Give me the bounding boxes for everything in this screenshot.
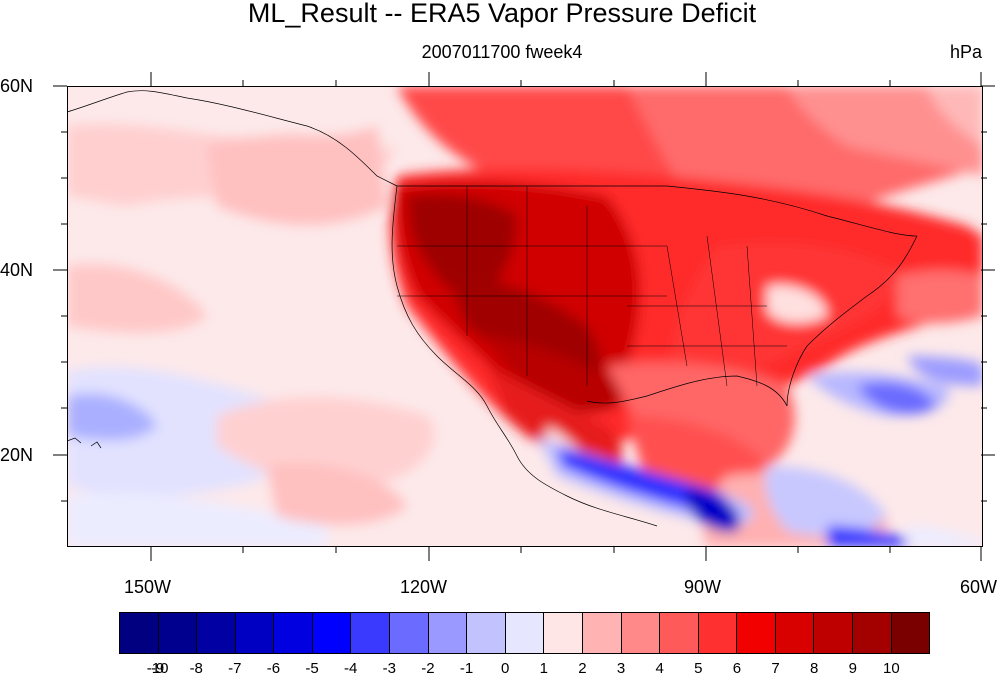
colorbar-box	[274, 613, 313, 653]
colorbar-label: 5	[694, 660, 703, 677]
colorbar-label: 2	[578, 660, 587, 677]
lon-label-60w: 60W	[960, 577, 998, 597]
colorbar-box	[235, 613, 275, 653]
colorbar-label: -6	[266, 660, 281, 677]
colorbar-box	[544, 613, 583, 653]
colorbar-box	[737, 613, 776, 653]
colorbar-box	[390, 613, 429, 653]
colorbar-box	[660, 613, 699, 653]
colorbar-box	[158, 613, 198, 653]
colorbar-label: -8	[189, 660, 203, 677]
colorbar-label: 8	[809, 660, 819, 677]
plot-title: ML_Result -- ERA5 Vapor Pressure Deficit	[247, 0, 757, 28]
coastline-outlines	[67, 90, 918, 527]
lon-label-150w: 150W	[124, 577, 172, 597]
units-label: hPa	[949, 42, 982, 62]
colorbar-box	[312, 613, 352, 653]
colorbar	[119, 612, 930, 654]
colorbar-box	[698, 613, 738, 653]
colorbar-box	[814, 613, 853, 653]
colorbar-label: 7	[771, 660, 780, 677]
map-field	[67, 86, 983, 547]
colorbar-label: -7	[228, 660, 242, 677]
lat-label-20n: 20N	[0, 445, 34, 465]
colorbar-label: -1	[459, 660, 474, 677]
colorbar-box	[891, 613, 930, 653]
colorbar-label: 6	[732, 660, 742, 677]
colorbar-label: 1	[539, 660, 548, 677]
colorbar-label: 9	[848, 660, 857, 677]
colorbar-label: -2	[421, 660, 435, 677]
lon-label-90w: 90W	[684, 577, 722, 597]
colorbar-label: 4	[655, 660, 664, 677]
colorbar-label: -3	[382, 660, 396, 677]
colorbar-box	[621, 613, 661, 653]
lon-label-120w: 120W	[400, 577, 448, 597]
colorbar-box	[582, 613, 622, 653]
colorbar-box	[852, 613, 892, 653]
colorbar-box	[428, 613, 468, 653]
colorbar-box	[467, 613, 506, 653]
colorbar-label: -10	[146, 660, 169, 677]
colorbar-box	[505, 613, 545, 653]
plot-subtitle: 2007011700 fweek4	[421, 42, 583, 62]
lat-label-40n: 40N	[0, 260, 34, 280]
state-borders	[397, 186, 787, 387]
colorbar-label: -4	[344, 660, 358, 677]
colorbar-box	[120, 613, 159, 653]
colorbar-box	[775, 613, 815, 653]
lat-label-60n: 60N	[0, 76, 34, 96]
vpd-map	[67, 86, 983, 547]
colorbar-box	[197, 613, 236, 653]
colorbar-label: 0	[501, 660, 510, 677]
colorbar-label: 10	[883, 660, 900, 677]
colorbar-label: -9	[150, 660, 165, 677]
colorbar-box	[351, 613, 391, 653]
colorbar-label: 3	[616, 660, 626, 677]
colorbar-label: -5	[305, 660, 319, 677]
